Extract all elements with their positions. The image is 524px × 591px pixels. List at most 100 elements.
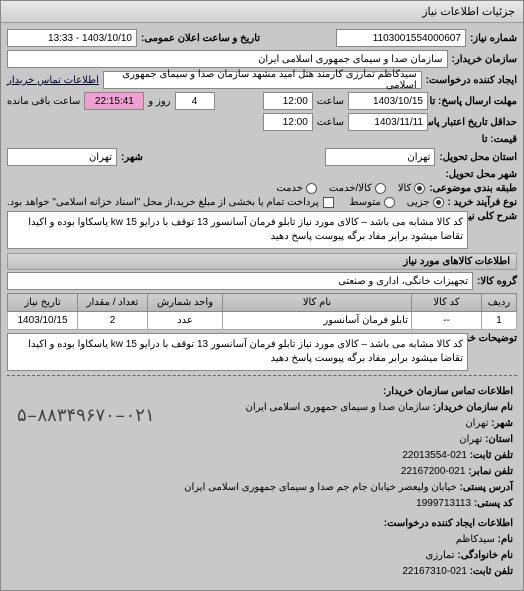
window-content: شماره نیاز: 1103001554000607 تاریخ و ساع… <box>1 23 523 590</box>
city-field: تهران <box>7 148 117 166</box>
cell-date: 1403/10/15 <box>8 312 78 330</box>
group-field: تجهیزات خانگی، اداری و صنعتی <box>7 272 473 290</box>
row-description: شرح کلی نیاز: کد کالا مشابه می باشد – کا… <box>7 211 517 249</box>
need-no-field: 1103001554000607 <box>336 29 466 47</box>
org-label: نام سازمان خریدار: <box>433 402 513 413</box>
time-label-2: ساعت <box>317 117 344 128</box>
radio-service[interactable]: کالا/خدمت <box>329 183 386 194</box>
radio-partial-label: جزیی <box>407 197 430 208</box>
row-deliver-city: شهر محل تحویل: <box>7 169 517 180</box>
footer-wrap: ۰۲۱–۸۸۳۴۹۶۷۰–۵ اطلاعات تماس سازمان خریدا… <box>7 380 517 584</box>
family-line: نام خانوادگی: تمارزی <box>11 548 513 564</box>
table-header-row: ردیف کد کالا نام کالا واحد شمارش تعداد /… <box>8 294 517 312</box>
name-label: نام: <box>498 534 513 545</box>
col-idx: ردیف <box>482 294 517 312</box>
row-group: گروه کالا: تجهیزات خانگی، اداری و صنعتی <box>7 272 517 290</box>
package-type-radios: کالا کالا/خدمت خدمت <box>276 183 425 194</box>
radio-medium[interactable]: متوسط <box>349 197 394 208</box>
time-label-1: ساعت <box>317 96 344 107</box>
deliver-loc-field: تهران <box>325 148 435 166</box>
radio-goods-icon <box>414 183 425 194</box>
row-requester: ایجاد کننده درخواست: سیدکاظم تمارزی کارم… <box>7 71 517 89</box>
cell-idx: 1 <box>482 312 517 330</box>
remain-days-field: 4 <box>175 92 215 110</box>
addr-line: آدرس پستی: خیابان ولیعصر خیابان جام جم ص… <box>11 480 513 496</box>
window-title: جزئیات اطلاعات نیاز <box>422 6 515 18</box>
col-date: تاریخ نیاز <box>8 294 78 312</box>
desc-label: شرح کلی نیاز: <box>472 211 517 222</box>
family-value: تمارزی <box>425 550 454 561</box>
cell-code: -- <box>412 312 482 330</box>
row-deliver-loc: استان محل تحویل: تهران شهر: تهران <box>7 148 517 166</box>
group-label: گروه کالا: <box>477 276 517 287</box>
send-date-field: 1403/10/15 <box>348 92 428 110</box>
f-city-value: تهران <box>465 418 488 429</box>
cell-qty: 2 <box>78 312 148 330</box>
send-time-field: 12:00 <box>263 92 313 110</box>
countdown-field: 22:15:41 <box>84 92 144 110</box>
phone-label: تلفن ثابت: <box>470 450 513 461</box>
creator-phone-line: تلفن ثابت: 021-22167310 <box>11 564 513 580</box>
post-line: کد پستی: 1999713113 <box>11 496 513 512</box>
buyer-field: سازمان صدا و سیمای جمهوری اسلامی ایران <box>7 50 448 68</box>
fax-line: تلفن نمابر: 021-22167200 <box>11 464 513 480</box>
radio-service-label: کالا/خدمت <box>329 183 372 194</box>
table-row[interactable]: 1 -- تابلو فرمان آسانسور عدد 2 1403/10/1… <box>8 312 517 330</box>
addr-label: آدرس پستی: <box>460 482 513 493</box>
buy-type-label: نوع فرآیند خرید : <box>448 197 517 208</box>
province-value: تهران <box>459 434 482 445</box>
items-section-header: اطلاعات کالاهای مورد نیاز <box>7 253 517 270</box>
col-unit: واحد شمارش <box>148 294 223 312</box>
valid-label: حداقل تاریخ اعتبار پاسخ: تا تاریخ: <box>432 117 517 128</box>
contact-link[interactable]: اطلاعات تماس خریدار <box>7 75 99 86</box>
creator-phone-value: 021-22167310 <box>402 566 467 577</box>
row-buyer: سازمان خریدار: سازمان صدا و سیمای جمهوری… <box>7 50 517 68</box>
row-price: قیمت: تا <box>7 134 517 145</box>
col-qty: تعداد / مقدار <box>78 294 148 312</box>
row-valid-deadline: حداقل تاریخ اعتبار پاسخ: تا تاریخ: 1403/… <box>7 113 517 131</box>
pay-checkbox[interactable] <box>323 197 334 208</box>
org-value: سازمان صدا و سیمای جمهوری اسلامی ایران <box>245 402 429 413</box>
fax-value: 021-22167200 <box>401 466 466 477</box>
barcode-text: ۰۲۱–۸۸۳۴۹۶۷۰–۵ <box>17 405 155 427</box>
radio-goods[interactable]: کالا <box>398 183 426 194</box>
notes-box: کد کالا مشابه می باشد – کالای مورد نیاز … <box>7 333 468 371</box>
col-name: نام کالا <box>223 294 412 312</box>
package-type-label: طبقه بندی موضوعی: <box>429 183 517 194</box>
details-window: جزئیات اطلاعات نیاز شماره نیاز: 11030015… <box>0 0 524 591</box>
row-send-deadline: مهلت ارسال پاسخ: تا تاریخ: 1403/10/15 سا… <box>7 92 517 110</box>
radio-goods-label: کالا <box>398 183 412 194</box>
desc-box: کد کالا مشابه می باشد – کالای مورد نیاز … <box>7 211 468 249</box>
row-notes: توضیحات خریدار: کد کالا مشابه می باشد – … <box>7 333 517 371</box>
radio-partial[interactable]: جزیی <box>407 197 444 208</box>
cell-name: تابلو فرمان آسانسور <box>223 312 412 330</box>
requester-field: سیدکاظم تمارزی کارمند هتل امید مشهد سازم… <box>103 71 422 89</box>
city-label: شهر: <box>121 152 143 163</box>
fax-label: تلفن نمابر: <box>468 466 513 477</box>
price-label: قیمت: تا <box>432 134 517 145</box>
contact-title: اطلاعات تماس سازمان خریدار: <box>11 384 513 400</box>
send-deadline-label: مهلت ارسال پاسخ: تا تاریخ: <box>432 96 517 107</box>
need-no-label: شماره نیاز: <box>470 33 517 44</box>
notes-label: توضیحات خریدار: <box>472 333 517 344</box>
radio-service-icon <box>375 183 386 194</box>
family-label: نام خانوادگی: <box>457 550 513 561</box>
deliver-loc-label: استان محل تحویل: <box>439 152 517 163</box>
name-value: سیدکاظم <box>456 534 495 545</box>
phone-value: 021-22013554 <box>402 450 467 461</box>
requester-label: ایجاد کننده درخواست: <box>426 75 517 86</box>
radio-medium-label: متوسط <box>349 197 380 208</box>
announce-field: 1403/10/10 - 13:33 <box>7 29 137 47</box>
cell-unit: عدد <box>148 312 223 330</box>
radio-khedmat-label: خدمت <box>276 183 303 194</box>
radio-khedmat[interactable]: خدمت <box>276 183 317 194</box>
province-label: استان: <box>485 434 513 445</box>
deliver-city-label: شهر محل تحویل: <box>445 169 517 180</box>
row-need-no: شماره نیاز: 1103001554000607 تاریخ و ساع… <box>7 29 517 47</box>
remain-label: ساعت باقی مانده <box>7 96 80 107</box>
valid-date-field: 1403/11/11 <box>348 113 428 131</box>
pay-note: پرداخت تمام یا بخشی از مبلغ خرید،از محل … <box>7 197 319 208</box>
radio-partial-icon <box>433 197 444 208</box>
col-code: کد کالا <box>412 294 482 312</box>
radio-khedmat-icon <box>306 183 317 194</box>
